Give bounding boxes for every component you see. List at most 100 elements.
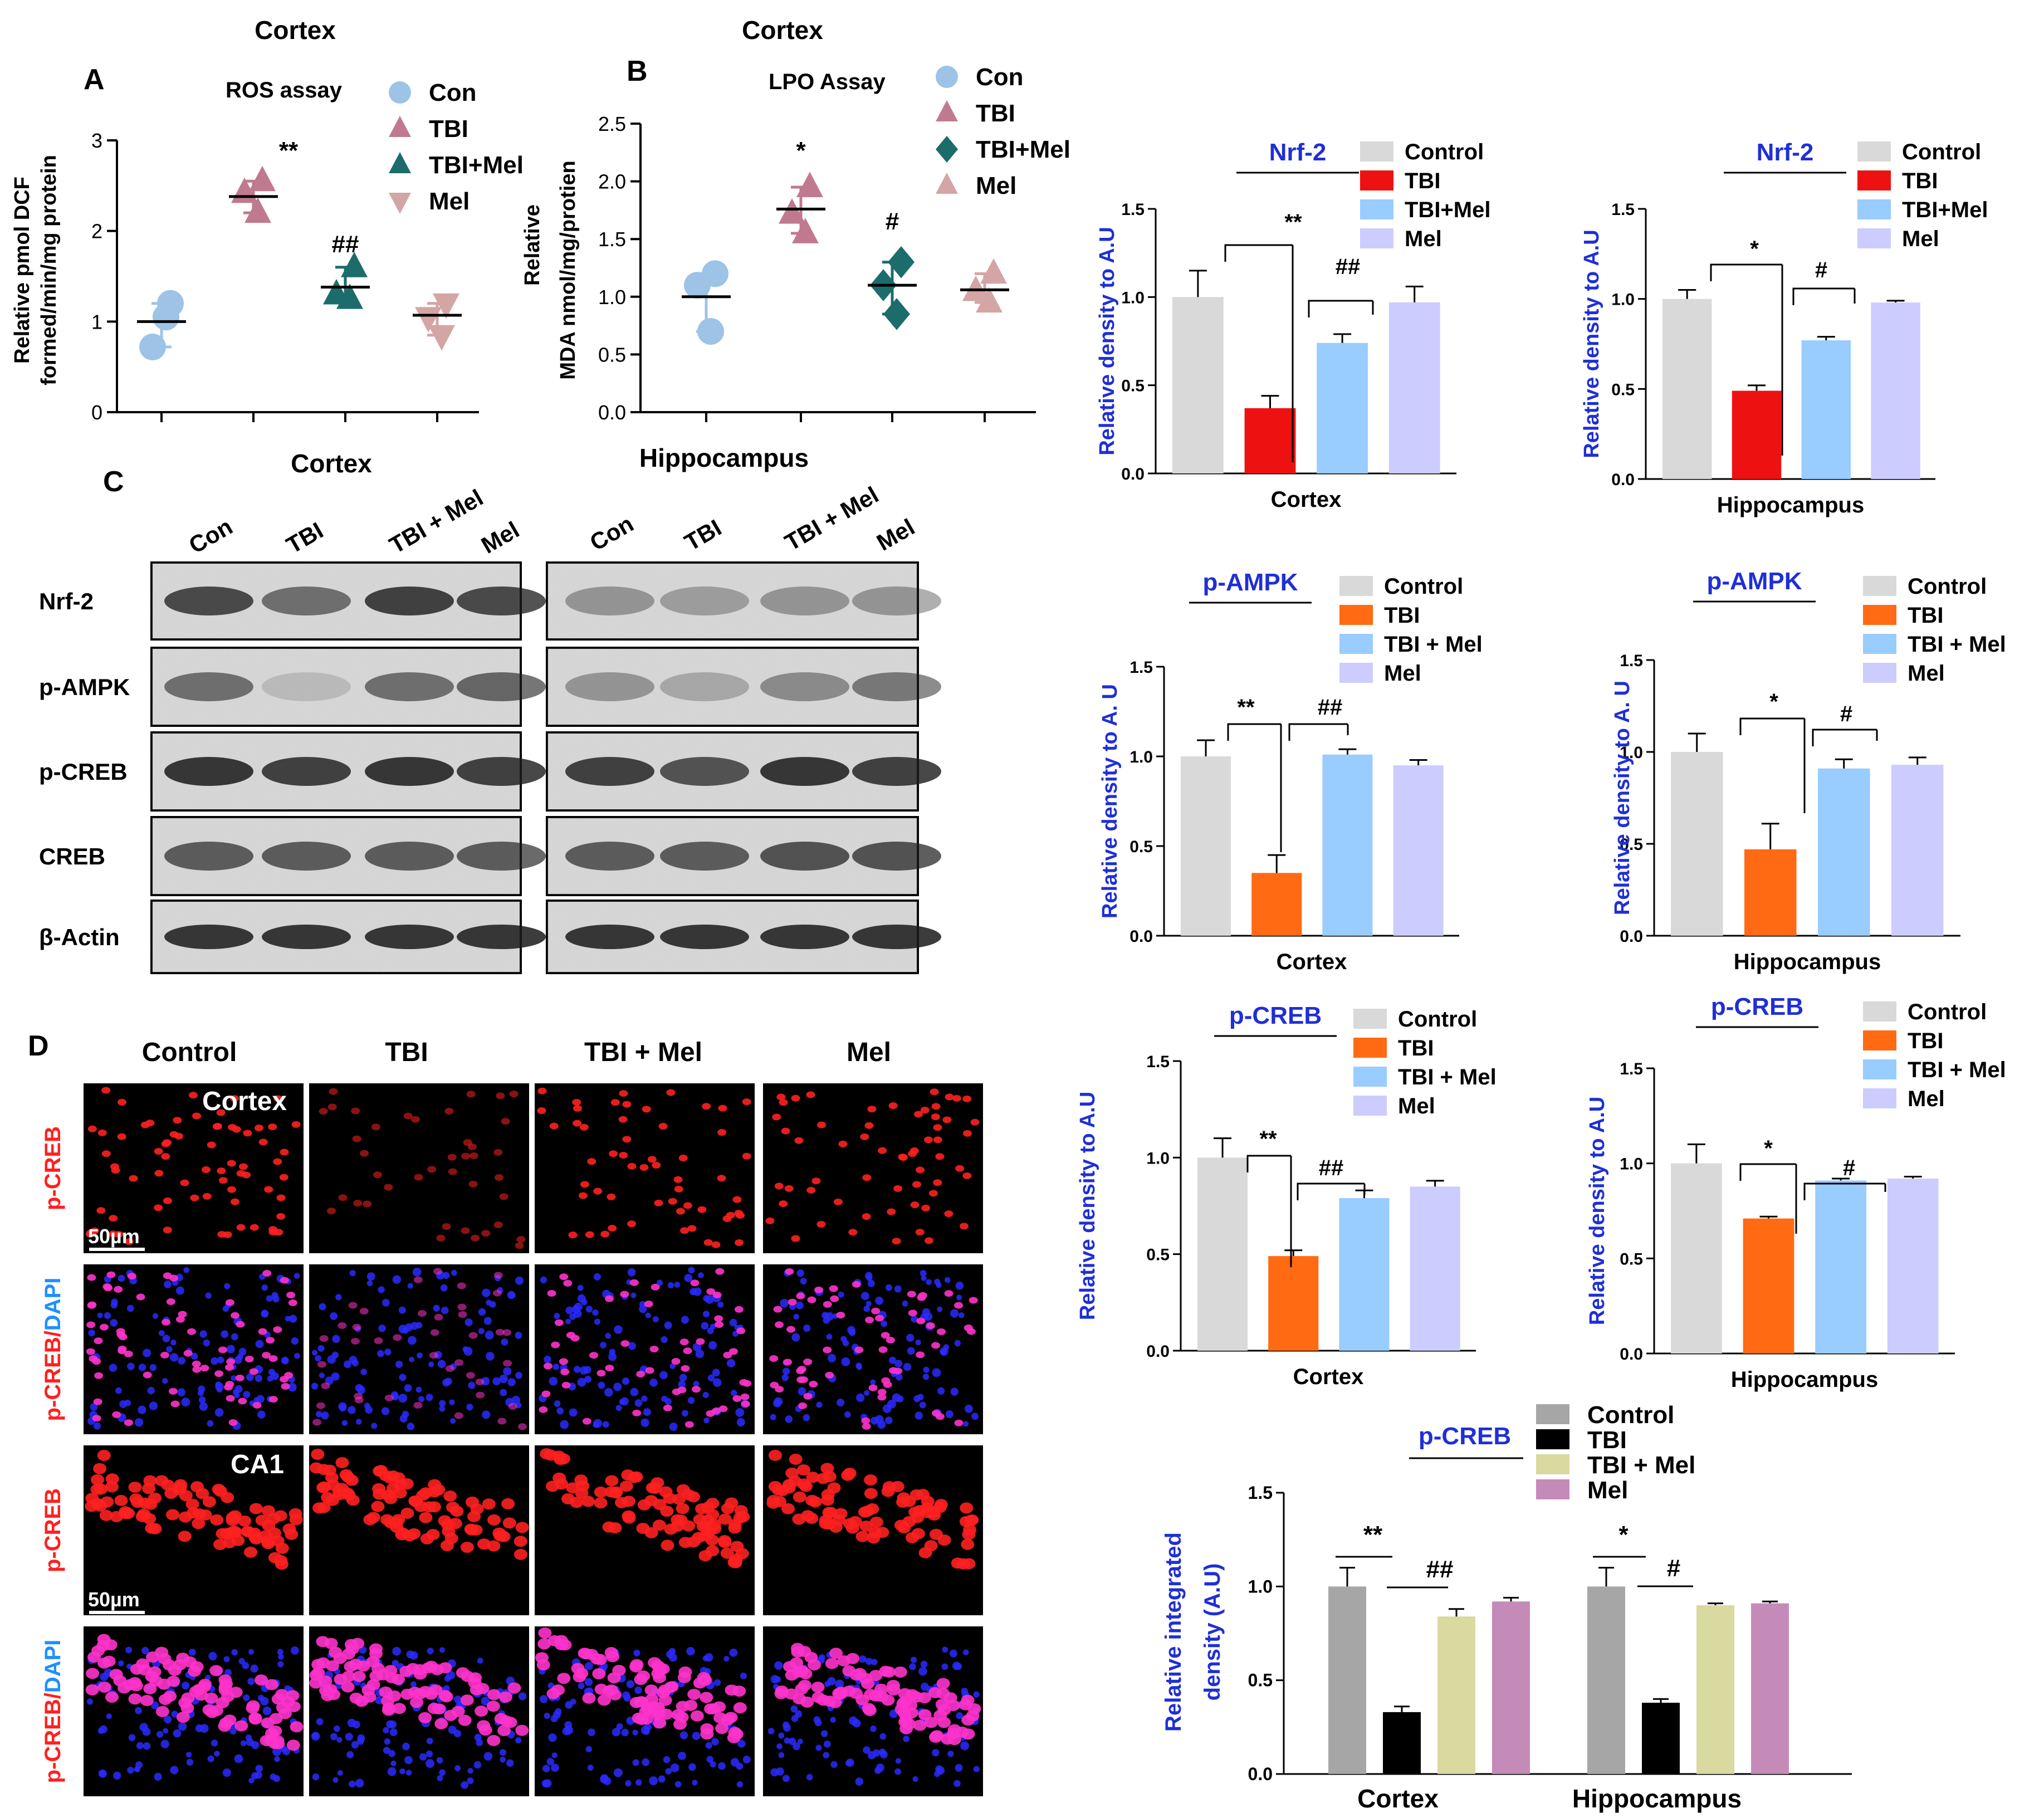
dapi-nucleus	[506, 1759, 514, 1767]
pcreb-cell	[245, 1355, 254, 1362]
dapi-nucleus	[464, 1318, 473, 1327]
pcreb-cell	[268, 1396, 278, 1403]
pcreb-cell	[781, 1127, 790, 1135]
pcreb-cell	[666, 1089, 676, 1096]
pcreb-cell	[201, 1166, 211, 1173]
sig-bracket	[1227, 723, 1281, 741]
pcreb-cell	[560, 1369, 570, 1376]
blot-band	[262, 842, 351, 871]
pcreb-cell	[278, 1708, 292, 1719]
pcreb-cell	[216, 1109, 226, 1116]
a-point-tbi	[245, 197, 271, 223]
dapi-nucleus	[871, 1659, 878, 1665]
dapi-nucleus	[867, 1279, 875, 1287]
pcreb-cell	[571, 1663, 585, 1674]
dapi-nucleus	[664, 1397, 672, 1405]
blot-row-label: CREB	[39, 843, 105, 869]
pcreb-cell	[366, 1679, 380, 1690]
dapi-nucleus	[128, 1734, 136, 1741]
pcreb-cell	[148, 1523, 162, 1534]
blot-band	[852, 925, 941, 949]
pcreb-cell	[454, 1412, 463, 1419]
pcreb-cell	[537, 1638, 551, 1650]
b-point-tbi	[792, 218, 819, 243]
pcreb-cell	[937, 1704, 951, 1716]
pcreb-cell	[862, 1703, 876, 1714]
pcreb-cell	[317, 1464, 331, 1475]
pcreb-cell	[917, 1294, 926, 1301]
bar-xlabel: Cortex	[1277, 950, 1347, 974]
pcreb-cell	[609, 1150, 618, 1157]
b-ytick-label: 1.0	[598, 286, 626, 309]
panel-d-column-label: TBI + Mel	[584, 1038, 702, 1067]
dapi-nucleus	[500, 1756, 506, 1763]
panel-d-column-label: TBI	[385, 1038, 428, 1067]
dapi-nucleus	[142, 1727, 151, 1736]
pcreb-cell	[644, 1301, 653, 1308]
dapi-nucleus	[316, 1718, 324, 1726]
pcreb-cell	[725, 1684, 739, 1696]
pcreb-cell	[816, 1694, 830, 1706]
b-legend-label: TBI+Mel	[976, 136, 1070, 163]
pcreb-cell	[86, 1348, 95, 1355]
sig-star: ##	[1319, 1156, 1344, 1180]
bar-mel	[1410, 1186, 1460, 1351]
pcreb-cell	[619, 1090, 628, 1097]
dapi-nucleus	[605, 1333, 612, 1339]
pcreb-cell	[721, 1503, 735, 1514]
blot-band	[365, 842, 454, 871]
pcreb-cell	[228, 1419, 238, 1426]
dapi-nucleus	[366, 1280, 373, 1287]
pcreb-cell	[507, 1682, 521, 1694]
dapi-nucleus	[679, 1731, 688, 1739]
pcreb-cell	[515, 1522, 529, 1533]
dapi-nucleus	[115, 1387, 122, 1394]
sig-star: ##	[1336, 255, 1361, 279]
pcreb-cell	[868, 1384, 878, 1391]
pcreb-cell	[515, 1724, 529, 1736]
pcreb-cell	[213, 1538, 227, 1550]
blot-band	[262, 925, 351, 949]
dapi-nucleus	[585, 1746, 592, 1753]
dapi-nucleus	[702, 1391, 709, 1399]
dapi-nucleus	[409, 1356, 415, 1362]
pcreb-cell	[620, 1291, 629, 1298]
pcreb-cell	[248, 1713, 262, 1725]
pcreb-cell	[178, 1511, 192, 1523]
pcreb-cell	[410, 1116, 420, 1123]
pcreb-cell	[229, 1687, 243, 1698]
dapi-nucleus	[402, 1742, 410, 1751]
dapi-nucleus	[971, 1413, 979, 1420]
dapi-nucleus	[943, 1344, 950, 1351]
blot-band	[760, 842, 849, 871]
pcreb-cell	[923, 1136, 933, 1143]
dapi-nucleus	[285, 1316, 291, 1322]
dapi-nucleus	[866, 1274, 873, 1281]
pcreb-cell	[218, 1721, 232, 1732]
quant-bar-tbi-mel	[1437, 1616, 1475, 1774]
pcreb-cell	[742, 1380, 752, 1387]
dapi-nucleus	[199, 1402, 208, 1411]
if-quant-chart: 0.00.51.01.5**##*#Cortex Hippocampusp-CRE…	[1161, 1401, 1852, 1813]
quant-ytick-label: 1.0	[1248, 1576, 1273, 1596]
pcreb-cell	[653, 1717, 667, 1729]
pcreb-cell	[862, 1213, 871, 1220]
if-cells	[85, 1634, 304, 1784]
pcreb-cell	[154, 1170, 164, 1177]
dapi-nucleus	[584, 1375, 592, 1383]
if-cells	[311, 1268, 527, 1430]
dapi-nucleus	[793, 1313, 799, 1320]
pcreb-cell	[93, 1463, 107, 1474]
pcreb-cell	[354, 1392, 363, 1400]
legend-swatch	[1353, 1009, 1387, 1029]
dapi-nucleus	[315, 1355, 322, 1362]
dapi-nucleus	[663, 1756, 671, 1763]
pcreb-cell	[226, 1358, 236, 1365]
dapi-nucleus	[311, 1382, 319, 1390]
dapi-nucleus	[217, 1356, 224, 1364]
dapi-nucleus	[797, 1738, 803, 1744]
dapi-nucleus	[920, 1269, 927, 1277]
pcreb-cell	[684, 1699, 698, 1711]
pcreb-cell	[538, 1627, 552, 1639]
